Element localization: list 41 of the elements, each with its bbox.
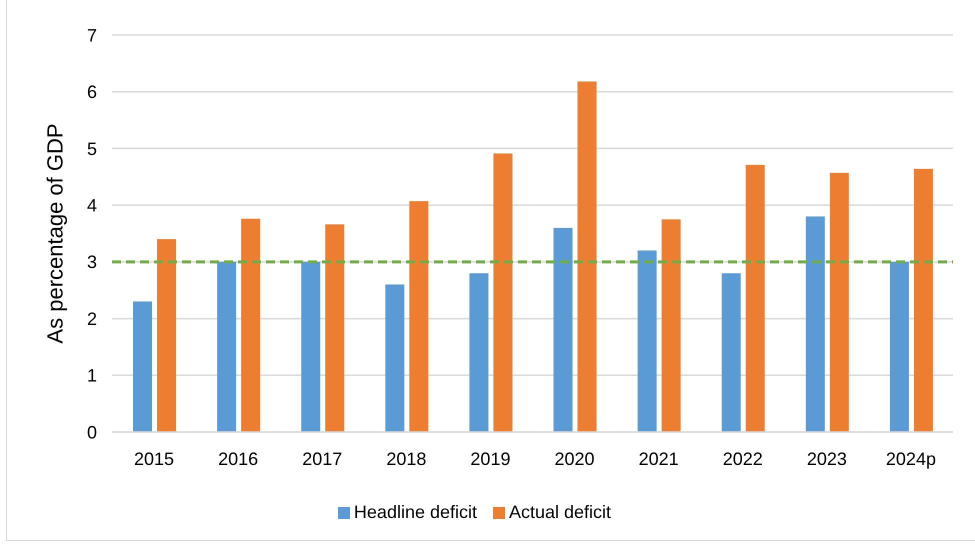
y-tick-label: 0 [86, 422, 97, 442]
bar [746, 164, 765, 432]
x-tick-label: 2015 [134, 448, 174, 469]
x-tick-label: 2017 [302, 448, 342, 469]
bar [469, 273, 488, 432]
bar [722, 273, 741, 432]
bar [890, 262, 909, 432]
y-tick-label: 1 [86, 366, 97, 386]
y-tick-label: 4 [86, 196, 97, 216]
bar [830, 172, 849, 432]
x-tick-label: 2019 [470, 448, 510, 469]
bar [157, 239, 176, 432]
legend-label: Headline deficit [354, 502, 477, 522]
bar [493, 154, 512, 432]
bar [409, 201, 428, 432]
y-tick-label: 2 [86, 308, 97, 329]
x-tick-label: 2024p [886, 448, 936, 469]
bar [662, 219, 681, 432]
bar [217, 262, 236, 432]
x-tick-label: 2023 [806, 448, 847, 469]
y-tick-label: 6 [86, 82, 97, 102]
x-tick-label: 2021 [638, 448, 679, 469]
bar [133, 302, 152, 432]
bar [301, 262, 320, 432]
legend-label: Actual deficit [509, 502, 612, 522]
y-tick-label: 5 [86, 138, 97, 159]
x-tick-label: 2022 [722, 448, 763, 469]
bar [914, 168, 933, 432]
y-tick-label: 7 [86, 25, 97, 46]
x-tick-label: 2018 [386, 448, 426, 469]
bar [325, 224, 344, 432]
bar [578, 82, 597, 432]
y-tick-label: 3 [86, 252, 97, 272]
y-axis-title: As percentage of GDP [42, 123, 68, 344]
x-tick-label: 2016 [218, 448, 258, 469]
x-tick-label: 2020 [554, 448, 595, 469]
bar [806, 216, 825, 432]
bar [385, 284, 404, 432]
bar [554, 228, 573, 432]
bar [241, 218, 260, 432]
bar [638, 250, 657, 432]
